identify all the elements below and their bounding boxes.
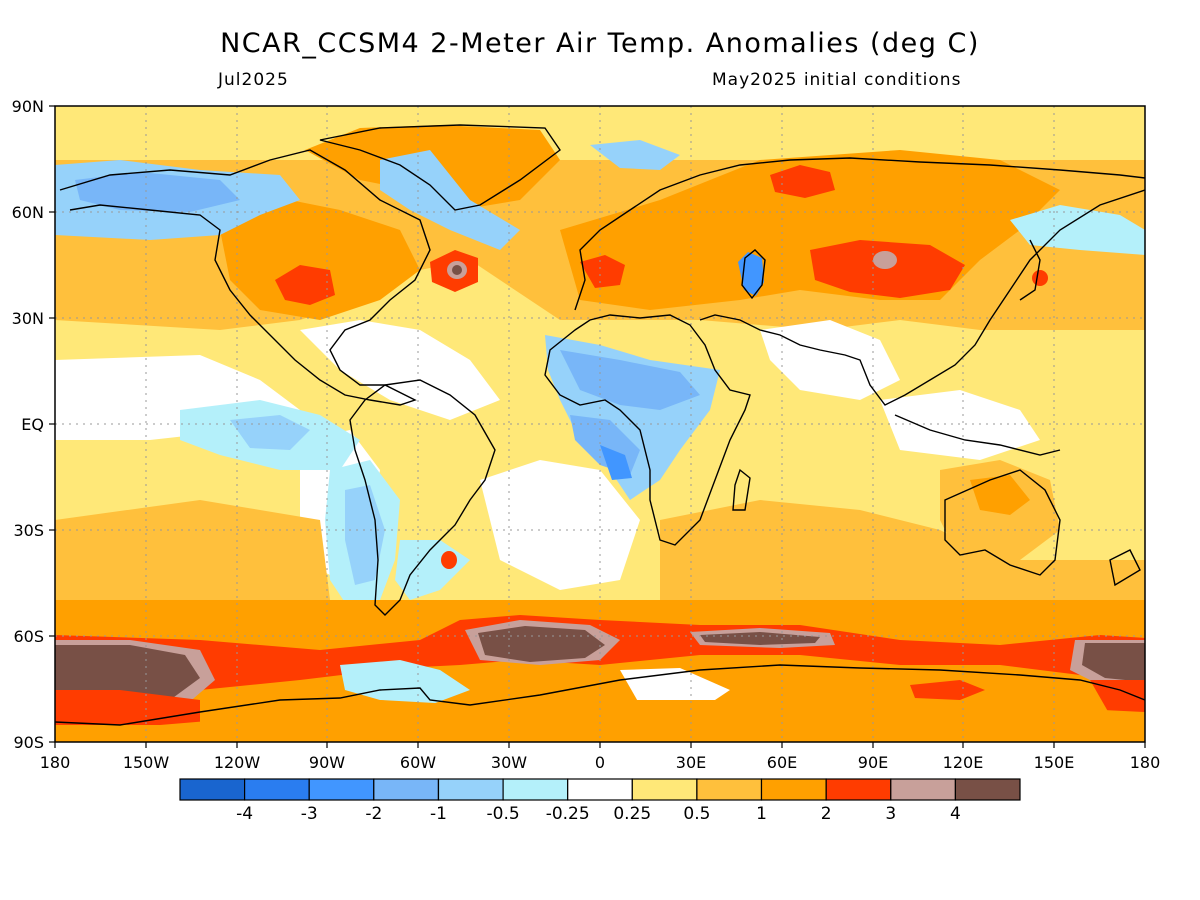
colorbar-label: 0.5 <box>683 804 710 824</box>
longitude-labels: 180 150W 120W 90W 60W 30W 0 30E 60E 90E … <box>40 753 1161 772</box>
colorbar-label: 2 <box>821 804 832 824</box>
colorbar-label: 3 <box>885 804 896 824</box>
lat-label: 60N <box>12 203 44 222</box>
colorbar-label: -4 <box>236 804 253 824</box>
lon-label: 150W <box>123 753 170 772</box>
lon-label: 30W <box>491 753 527 772</box>
colorbar-label: 4 <box>950 804 961 824</box>
anomaly-patch <box>1082 643 1145 682</box>
coastline-eurasia-north <box>574 157 1145 311</box>
coastline-north-america <box>59 149 431 406</box>
colorbar-swatch <box>954 778 1021 801</box>
anomaly-patch <box>1032 270 1048 286</box>
anomaly-patch <box>810 240 965 298</box>
coastline-europe-africa <box>544 314 751 546</box>
colorbar-label: -0.25 <box>546 804 590 824</box>
colorbar-label: -1 <box>430 804 447 824</box>
colorbar-swatch <box>825 778 892 801</box>
anomaly-patch <box>230 415 310 450</box>
colorbar-swatch <box>502 778 569 801</box>
lon-label: 30E <box>676 753 706 772</box>
lon-label: 90E <box>858 753 888 772</box>
colorbar-swatch <box>760 778 827 801</box>
coastline-japan <box>1019 239 1041 301</box>
lon-label: 120W <box>214 753 261 772</box>
anomaly-patch <box>880 390 1040 460</box>
anomaly-patch <box>1090 680 1145 720</box>
anomaly-patch <box>452 265 462 275</box>
anomaly-patch <box>700 632 820 645</box>
anomaly-patch <box>441 551 457 569</box>
anomaly-patch <box>660 500 1145 630</box>
lon-label: 90W <box>309 753 345 772</box>
lon-label: 60E <box>767 753 797 772</box>
coastline-caspian <box>741 249 766 300</box>
colorbar-swatch <box>696 778 763 801</box>
init-conditions-label: May2025 initial conditions <box>712 70 962 90</box>
colorbar-swatch <box>244 778 310 801</box>
anomaly-patch <box>970 475 1030 515</box>
coastline-antarctica <box>55 664 1145 726</box>
anomaly-patch <box>55 700 1145 742</box>
anomaly-patch <box>760 320 900 400</box>
colorbar-swatch <box>179 778 246 801</box>
lon-label: 180 <box>1130 753 1161 772</box>
anomaly-patch <box>770 165 835 198</box>
lat-label: EQ <box>21 415 44 434</box>
lat-label: 30N <box>12 309 44 328</box>
coastline-indonesia <box>894 414 1061 456</box>
colorbar: -4 -3 -2 -1 -0.5 -0.25 0.25 0.5 1 2 3 4 <box>179 778 1021 824</box>
anomaly-patch <box>580 255 625 288</box>
anomaly-patch <box>275 265 335 305</box>
lat-label: 90S <box>13 733 44 752</box>
colorbar-label: 1 <box>756 804 767 824</box>
coastline-new-zealand <box>1109 549 1141 587</box>
colorbar-swatch <box>437 778 504 801</box>
colorbar-swatch <box>890 778 956 801</box>
anomaly-patch <box>910 680 985 700</box>
anomaly-patch <box>55 690 220 725</box>
anomaly-patch <box>478 626 605 662</box>
axis-ticks <box>49 105 1146 748</box>
anomaly-patch <box>55 500 330 630</box>
lon-label: 0 <box>595 753 605 772</box>
lat-label: 60S <box>13 627 44 646</box>
coastline-greenland <box>319 124 561 211</box>
lon-label: 120E <box>943 753 984 772</box>
anomaly-patch <box>600 445 632 480</box>
coastline-south-america <box>349 379 496 616</box>
gridlines <box>55 106 1145 742</box>
anomaly-patch <box>220 200 420 320</box>
anomaly-patch <box>560 350 700 410</box>
coastlines <box>55 124 1145 726</box>
colorbar-label: -2 <box>365 804 382 824</box>
coastline-australia <box>944 469 1061 576</box>
anomaly-field <box>55 125 1145 742</box>
lat-label: 90N <box>12 97 44 116</box>
colorbar-label: -0.5 <box>487 804 520 824</box>
lon-label: 180 <box>40 753 71 772</box>
map-title: NCAR_CCSM4 2-Meter Air Temp. Anomalies (… <box>220 28 980 59</box>
latitude-labels: 90N 60N 30N EQ 30S 60S 90S <box>12 97 44 752</box>
anomaly-patch <box>345 485 385 585</box>
coastline-madagascar <box>732 468 751 511</box>
colorbar-label: 0.25 <box>613 804 651 824</box>
anomaly-patch <box>340 660 470 705</box>
anomaly-patch <box>590 140 680 170</box>
colorbar-swatch <box>631 778 698 801</box>
coastline-asia-east <box>699 189 1145 406</box>
anomaly-patch <box>873 251 897 269</box>
anomaly-patch <box>620 668 730 710</box>
valid-month-label: Jul2025 <box>218 70 289 90</box>
colorbar-swatch <box>567 778 633 801</box>
anomaly-patch <box>1010 205 1145 255</box>
lat-label: 30S <box>13 521 44 540</box>
colorbar-swatch <box>373 778 439 801</box>
anomaly-patch <box>75 172 240 212</box>
colorbar-swatch <box>308 778 375 801</box>
lon-label: 60W <box>400 753 436 772</box>
colorbar-label: -3 <box>301 804 318 824</box>
lon-label: 150E <box>1034 753 1075 772</box>
